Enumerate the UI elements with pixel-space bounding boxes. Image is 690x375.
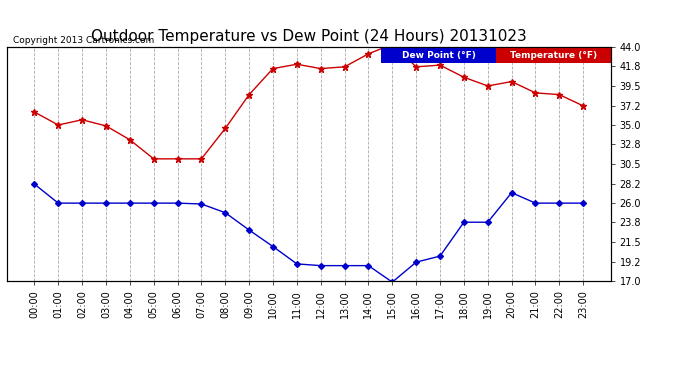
Text: Temperature (°F): Temperature (°F) [510,51,597,60]
Title: Outdoor Temperature vs Dew Point (24 Hours) 20131023: Outdoor Temperature vs Dew Point (24 Hou… [91,29,526,44]
Text: Dew Point (°F): Dew Point (°F) [402,51,475,60]
Text: Copyright 2013 Cartronics.com: Copyright 2013 Cartronics.com [13,36,154,45]
FancyBboxPatch shape [496,47,611,63]
FancyBboxPatch shape [381,47,496,63]
